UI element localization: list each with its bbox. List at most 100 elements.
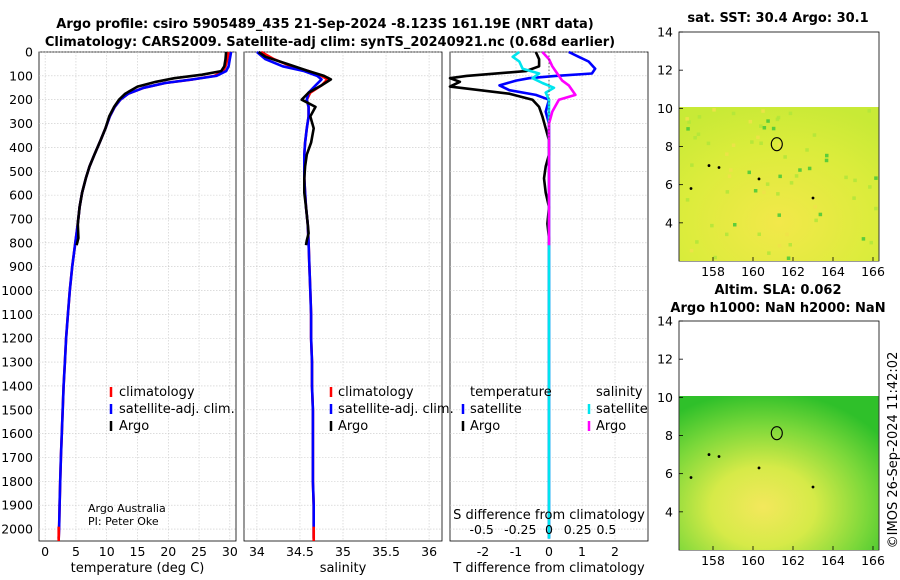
s-difference-top-tick-label: 0.5 (596, 522, 616, 537)
sst-pixel (765, 182, 770, 186)
salinity-series-line (257, 50, 333, 246)
sst-pixel (761, 109, 765, 113)
map-xtick-label: 162 (781, 553, 805, 568)
map-ytick-label: 8 (665, 139, 673, 154)
sst-pixel (767, 251, 771, 255)
difference-xtick-label: 1 (578, 544, 586, 559)
sst-pixel (731, 143, 736, 147)
map-xtick-label: 166 (861, 553, 885, 568)
map-xtick-label: 160 (741, 553, 765, 568)
depth-tick-label: 1900 (1, 498, 33, 513)
temperature-xtick-label: 5 (72, 544, 80, 559)
map-xtick-label: 164 (821, 264, 845, 279)
temperature-xtick-label: 20 (160, 544, 176, 559)
sst-pixel (874, 176, 878, 180)
depth-tick-label: 1700 (1, 450, 33, 465)
salinity-xtick-label: 35.5 (372, 544, 400, 559)
depth-tick-label: 1500 (1, 402, 33, 417)
map-marks (689, 137, 815, 489)
t-difference-xlabel: T difference from climatology (452, 561, 645, 576)
map-xtick-label: 158 (701, 264, 725, 279)
legend-climatology: climatology (119, 385, 195, 400)
difference-series-line (511, 50, 556, 539)
map-ytick-label: 10 (657, 101, 673, 116)
sst-pixel (710, 223, 714, 228)
sst-pixel (813, 205, 817, 209)
island-dot (757, 466, 761, 470)
sst-pixel (713, 255, 717, 260)
sst-pixel (785, 232, 789, 237)
map-ytick-label: 14 (657, 314, 673, 329)
difference-series-line (541, 51, 577, 246)
sst-map-title: sat. SST: 30.4 Argo: 30.1 (687, 11, 868, 26)
depth-tick-label: 1800 (1, 474, 33, 489)
sst-pixel (798, 168, 802, 172)
difference-series-line (448, 51, 551, 246)
sst-pixel (733, 223, 737, 227)
legend-climatology: climatology (338, 385, 414, 400)
sst-pixel (771, 126, 776, 131)
island-dot (811, 485, 815, 489)
difference-xtick-label: 2 (611, 544, 619, 559)
depth-tick-label: 2000 (1, 522, 33, 537)
sst-pixel (697, 115, 702, 119)
sst-pixel (786, 256, 791, 260)
sst-pixel (706, 141, 711, 146)
pi-label: PI: Peter Oke (88, 515, 159, 528)
sst-pixel (868, 185, 872, 189)
sst-pixel (874, 206, 878, 211)
salinity-series-line (260, 50, 329, 539)
difference-legend: temperature salinity satellite Argo sate… (461, 385, 648, 434)
sst-pixel (825, 153, 829, 158)
s-difference-top-tick-label: 0 (545, 522, 553, 537)
sst-field-speckle (685, 108, 878, 260)
island-dot (707, 164, 711, 167)
map-ytick-label: 4 (665, 215, 673, 230)
depth-tick-label: 100 (9, 68, 33, 83)
temperature-legend: climatology satellite-adj. clim. Argo (109, 385, 235, 434)
sst-pixel (693, 136, 697, 140)
island-dot (717, 166, 721, 169)
island-dot (707, 453, 711, 456)
title-line-2: Climatology: CARS2009. Satellite-adj cli… (45, 35, 615, 50)
island-dot (689, 476, 693, 479)
legend-title-salinity: salinity (596, 385, 643, 400)
sst-pixel (778, 174, 782, 179)
difference-series-line (498, 50, 597, 539)
sst-pixel (757, 232, 761, 236)
sst-pixel (685, 198, 690, 202)
difference-xtick-label: -1 (510, 544, 522, 559)
depth-tick-label: 500 (9, 164, 33, 179)
sst-pixel (777, 244, 782, 248)
legend-title-temperature: temperature (470, 385, 552, 400)
map-ytick-label: 6 (665, 177, 673, 192)
legend-satellite-adj: satellite-adj. clim. (119, 402, 235, 417)
sst-pixel (783, 155, 787, 159)
sst-pixel (869, 240, 873, 245)
sla-field (679, 396, 879, 550)
depth-tick-label: 1000 (1, 283, 33, 298)
sst-pixel (735, 225, 740, 229)
depth-tick-label: 400 (9, 140, 33, 155)
difference-xtick-label: 0 (545, 544, 553, 559)
sst-pixel (861, 237, 866, 241)
sst-pixel (712, 108, 716, 112)
depth-tick-label: 1200 (1, 331, 33, 346)
map-ytick-label: 4 (665, 504, 673, 519)
sst-pixel (777, 143, 782, 147)
map-xtick-label: 162 (781, 264, 805, 279)
sla-map-title-1: Altim. SLA: 0.062 (715, 283, 842, 298)
legend-temp-argo: Argo (470, 419, 500, 434)
x-tick-labels: 0 5 10 15 20 25 30 34 34.5 35 35.5 36 -2 -1 0 1 2 -0.5 -0.… (41, 522, 619, 559)
sst-pixel (690, 163, 694, 167)
island-dot (689, 187, 693, 190)
sst-pixel (824, 158, 829, 163)
temperature-xtick-label: 30 (222, 544, 238, 559)
map-xtick-label: 164 (821, 553, 845, 568)
argo-position-marker (770, 137, 783, 152)
legend-argo: Argo (338, 419, 368, 434)
sst-pixel (686, 127, 690, 131)
sst-pixel (853, 178, 857, 183)
s-difference-top-tick-label: -0.5 (469, 522, 493, 537)
map-xtick-label: 158 (701, 553, 725, 568)
